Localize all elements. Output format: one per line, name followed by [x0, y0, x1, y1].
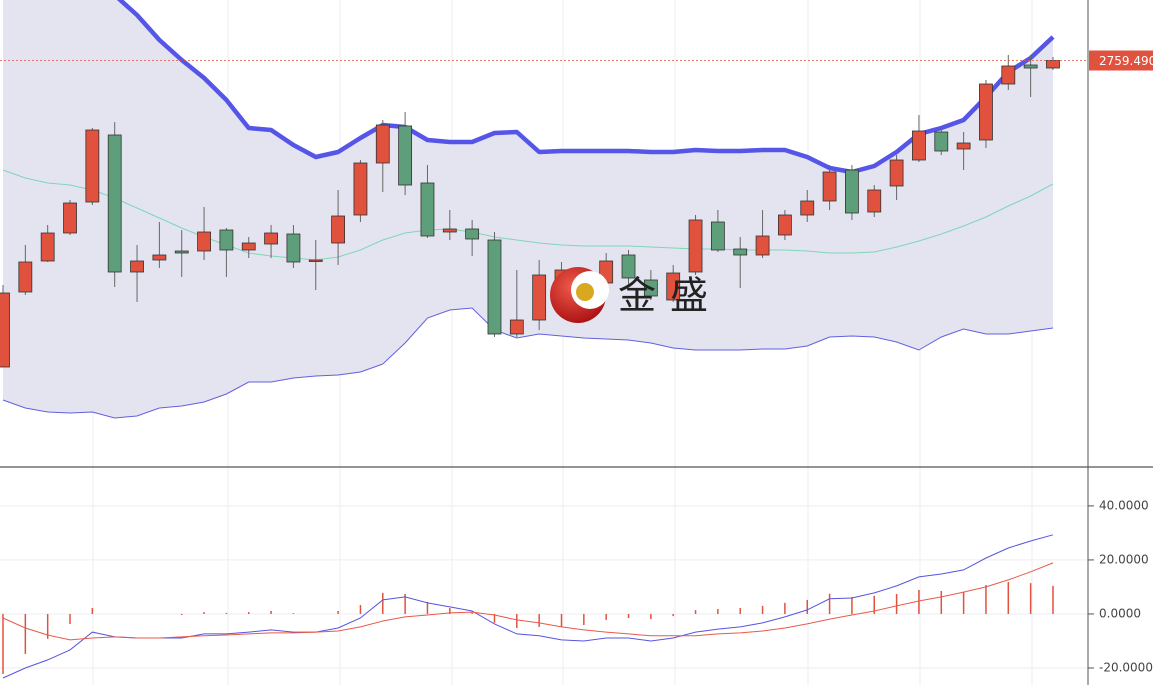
candle-body	[867, 189, 882, 213]
y-tick-label: 0.0000	[1099, 606, 1141, 620]
candle-body	[755, 235, 770, 256]
candle-body	[174, 250, 189, 254]
macd-line	[2, 534, 1054, 679]
candle-body	[197, 231, 211, 252]
candle-body	[18, 261, 33, 293]
candle-body	[487, 239, 502, 335]
candle-body	[643, 279, 658, 297]
candle-body	[286, 233, 301, 263]
last-price-label: 2759.490	[1099, 54, 1153, 68]
candle-body	[733, 248, 748, 256]
candle-body	[845, 169, 859, 214]
candle-body	[107, 134, 122, 273]
middle-band	[2, 169, 1054, 261]
candle-body	[979, 83, 993, 141]
candle-body	[822, 171, 837, 202]
candle-body	[532, 274, 547, 321]
candle-body	[465, 228, 480, 240]
candle-body	[219, 229, 234, 251]
candle-body	[800, 200, 815, 216]
candle-body	[241, 242, 256, 251]
candle-body	[398, 125, 413, 186]
y-tick-label: -20.0000	[1099, 660, 1153, 674]
candle-body	[934, 131, 949, 152]
candle-body	[778, 214, 792, 236]
upper-band	[116, 0, 1055, 175]
candle-body	[375, 124, 390, 164]
candle-body	[442, 228, 457, 233]
candle-body	[0, 292, 10, 368]
macd-pane	[0, 505, 1088, 679]
watermark-text: 金盛	[618, 274, 722, 318]
last-price-box	[1089, 50, 1153, 71]
candle-body	[688, 219, 703, 273]
price-pane	[0, 0, 1088, 419]
candle-body	[130, 260, 144, 273]
candle-body	[621, 254, 636, 279]
candle-body	[889, 159, 904, 187]
candle-body	[509, 319, 524, 335]
candle-body	[152, 254, 167, 261]
candle-body	[1046, 60, 1060, 69]
candle-body	[420, 182, 435, 237]
candle-body	[85, 129, 100, 203]
candle-body	[956, 142, 971, 150]
candle-body	[710, 221, 725, 251]
candle-body	[264, 232, 278, 245]
candle-body	[666, 272, 681, 301]
band-fill	[3, 0, 1053, 418]
macd-line	[2, 562, 1054, 641]
candle-body	[1023, 64, 1038, 69]
candle-body	[1001, 65, 1016, 85]
candle-body	[331, 215, 346, 244]
candle-body	[308, 259, 323, 262]
lower-band	[2, 307, 1054, 419]
watermark-logo: 金盛	[550, 267, 722, 323]
candle-body	[353, 162, 368, 216]
candle-body	[40, 232, 55, 262]
axes: 2759.490 40.0000 20.0000 0.0000 -20.0000	[1088, 50, 1153, 674]
candle-body	[912, 130, 926, 161]
y-tick-label: 20.0000	[1099, 552, 1149, 566]
candle-body	[63, 202, 77, 234]
y-tick-label: 40.0000	[1099, 498, 1149, 512]
